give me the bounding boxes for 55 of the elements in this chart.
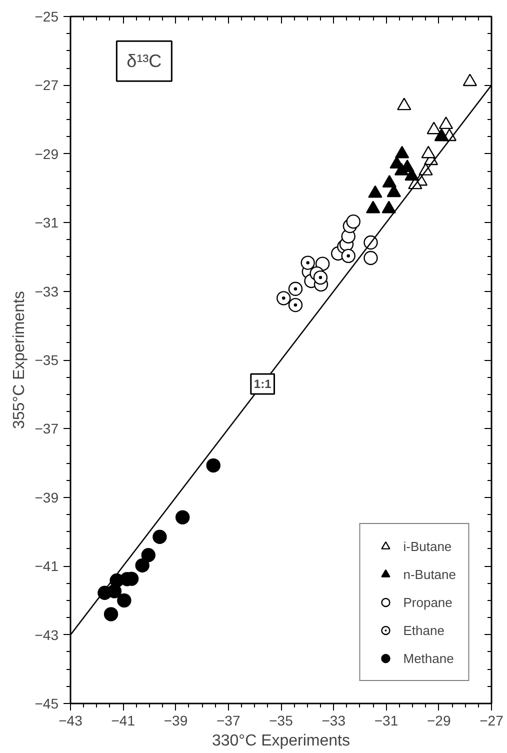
point bbox=[288, 282, 303, 296]
y-tick-label: −41 bbox=[34, 558, 59, 574]
legend-label: Ethane bbox=[403, 622, 444, 638]
point bbox=[300, 256, 315, 270]
point bbox=[368, 185, 382, 198]
point bbox=[152, 530, 167, 544]
point bbox=[364, 250, 378, 266]
point bbox=[462, 74, 478, 86]
x-tick-label: −31 bbox=[374, 712, 398, 728]
point bbox=[421, 146, 436, 158]
y-axis-title: 355°C Experiments bbox=[10, 290, 28, 430]
point bbox=[276, 291, 291, 306]
y-tick-label: −29 bbox=[34, 146, 59, 162]
point bbox=[288, 298, 303, 312]
legend-label: i-Butane bbox=[403, 538, 452, 554]
annotation: 1:1 bbox=[254, 377, 272, 392]
point bbox=[313, 270, 328, 285]
x-tick-label: −41 bbox=[111, 712, 136, 728]
point bbox=[341, 248, 356, 264]
point bbox=[117, 593, 132, 608]
y-tick-label: −33 bbox=[34, 283, 59, 300]
y-tick-label: −37 bbox=[34, 420, 59, 437]
y-tick-label: −27 bbox=[34, 77, 59, 94]
point bbox=[438, 116, 454, 130]
text: δ¹³C bbox=[126, 51, 162, 72]
point bbox=[135, 558, 150, 572]
point bbox=[394, 146, 410, 158]
point bbox=[366, 200, 380, 214]
point bbox=[141, 548, 156, 562]
legend-label: Propane bbox=[403, 594, 452, 610]
legend-label: n-Butane bbox=[403, 566, 456, 582]
x-tick-label: −33 bbox=[322, 712, 346, 728]
point bbox=[346, 214, 360, 229]
x-tick-label: −43 bbox=[58, 712, 83, 728]
point bbox=[397, 98, 412, 110]
y-tick-label: −39 bbox=[34, 489, 59, 506]
point bbox=[206, 458, 220, 473]
x-tick-label: −39 bbox=[164, 712, 188, 728]
y-tick-label: −43 bbox=[34, 626, 59, 643]
x-tick-label: −35 bbox=[269, 712, 294, 728]
legend-label: Methane bbox=[403, 650, 454, 666]
y-tick-label: −35 bbox=[34, 352, 59, 368]
point bbox=[175, 510, 190, 524]
point bbox=[382, 174, 397, 188]
y-tick-label: −45 bbox=[34, 696, 59, 712]
point bbox=[426, 122, 441, 134]
y-tick-label: −31 bbox=[34, 214, 59, 231]
y-tick-label: −25 bbox=[34, 8, 59, 24]
point bbox=[98, 586, 112, 600]
point bbox=[104, 607, 118, 622]
point bbox=[382, 200, 396, 214]
x-tick-label: −37 bbox=[216, 712, 240, 728]
x-tick-label: −27 bbox=[480, 712, 504, 728]
x-tick-label: −29 bbox=[427, 712, 451, 728]
x-axis-title: 330°C Experiments bbox=[212, 732, 350, 750]
